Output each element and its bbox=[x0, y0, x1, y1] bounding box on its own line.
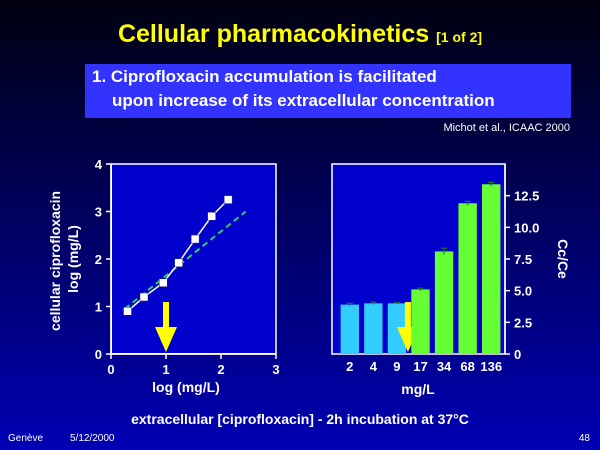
line-chart-y-tick-label: 1 bbox=[95, 300, 102, 315]
line-chart-y-tick-label: 2 bbox=[95, 252, 102, 267]
page-number: 48 bbox=[578, 433, 590, 444]
bar bbox=[482, 184, 501, 354]
bar bbox=[434, 251, 454, 354]
line-chart-point bbox=[223, 195, 233, 204]
subtitle-line-2: upon increase of its extracellular conce… bbox=[112, 91, 495, 110]
bar-category-label: 17 bbox=[413, 359, 427, 374]
bar-category-label: 9 bbox=[393, 359, 400, 374]
line-chart-x-tick-label: 2 bbox=[217, 362, 224, 377]
subtitle-box: 1. Ciprofloxacin accumulation is facilit… bbox=[85, 64, 571, 118]
bar-category-label: 34 bbox=[437, 359, 452, 374]
bar-chart-y-tick-label: 12.5 bbox=[514, 189, 539, 204]
title-main: Cellular pharmacokinetics bbox=[117, 20, 430, 48]
bar-chart-y-tick-label: 2.5 bbox=[514, 315, 532, 330]
bar-chart-x-label: mg/L bbox=[401, 381, 435, 397]
line-chart-y-label: cellular ciprofloxacin log (mg/L) bbox=[47, 187, 81, 331]
line-chart-plot-fill bbox=[112, 164, 276, 353]
line-chart-x-tick-label: 0 bbox=[107, 362, 114, 377]
bar-category-label: 2 bbox=[346, 359, 353, 374]
line-chart-point bbox=[123, 307, 132, 316]
slide-caption: extracellular [ciprofloxacin] - 2h incub… bbox=[131, 411, 469, 427]
bar bbox=[458, 203, 477, 354]
line-chart-y-tick-label: 0 bbox=[95, 347, 102, 362]
bar-category-label: 136 bbox=[480, 359, 502, 374]
line-chart-arrow-head bbox=[155, 327, 177, 352]
line-chart-point bbox=[159, 278, 168, 287]
footer-date: 5/12/2000 bbox=[70, 433, 115, 444]
bar-category-label: 68 bbox=[460, 359, 474, 374]
bar bbox=[387, 303, 407, 354]
subtitle-line-1: 1. Ciprofloxacin accumulation is facilit… bbox=[92, 67, 437, 86]
line-chart-y-tick-label: 4 bbox=[95, 157, 103, 172]
line-chart-point bbox=[207, 212, 216, 221]
footer-location: Genève bbox=[8, 433, 44, 444]
line-chart-x-tick-label: 1 bbox=[162, 362, 169, 377]
title-suffix: [1 of 2] bbox=[436, 29, 483, 45]
line-chart-x-label: log (mg/L) bbox=[152, 379, 220, 395]
bar-chart-y-tick-label: 0 bbox=[514, 347, 521, 362]
bar-chart-arrow-shaft bbox=[404, 302, 411, 328]
reference-text: Michot et al., ICAAC 2000 bbox=[443, 122, 570, 134]
line-chart-fit-line bbox=[124, 210, 247, 310]
bar bbox=[364, 303, 383, 354]
bar-chart-y-tick-label: 5.0 bbox=[514, 284, 532, 299]
bar bbox=[411, 289, 430, 354]
line-chart: cellular ciprofloxacin log (mg/L) log (m… bbox=[47, 157, 280, 395]
slide-title: Cellular pharmacokinetics [1 of 2] bbox=[0, 20, 600, 49]
bar bbox=[340, 304, 359, 354]
bar-chart-y-tick-label: 7.5 bbox=[514, 252, 532, 267]
bar-chart: Cc/Ce mg/L 0 2.5 5.0 7.5 10.0 12.5 2 4 9 17 34 68 13… bbox=[331, 163, 571, 397]
line-chart-y-tick-label: 3 bbox=[95, 205, 102, 220]
bar-chart-y-label: Cc/Ce bbox=[555, 239, 571, 279]
line-chart-x-tick-label: 3 bbox=[272, 362, 279, 377]
line-chart-point bbox=[139, 292, 149, 302]
line-chart-point bbox=[174, 258, 183, 268]
line-chart-arrow-shaft bbox=[163, 302, 169, 328]
bar-chart-y-tick-label: 10.0 bbox=[514, 220, 539, 235]
line-chart-point bbox=[190, 234, 200, 244]
bar-category-label: 4 bbox=[370, 359, 378, 374]
